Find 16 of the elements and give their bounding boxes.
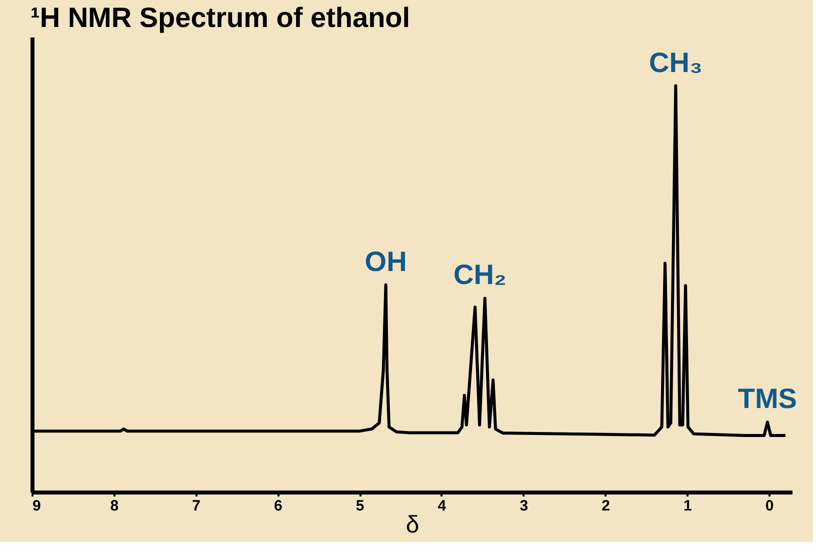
chart-title: ¹H NMR Spectrum of ethanol (30, 2, 410, 33)
x-tick-label: 9 (32, 498, 41, 514)
x-tick-label: 8 (110, 498, 119, 514)
annotation: TMS (738, 383, 797, 414)
annotation: CH₂ (454, 259, 506, 290)
annotation: CH₃ (649, 46, 702, 78)
annotation: OH (364, 246, 407, 277)
x-tick-label: 4 (438, 498, 447, 514)
x-axis-title: δ (406, 512, 420, 538)
x-tick-label: 0 (765, 498, 774, 514)
x-tick-label: 6 (274, 498, 282, 514)
x-tick-label: 1 (684, 498, 692, 514)
x-tick-label: 5 (356, 498, 364, 514)
x-tick-label: 7 (192, 498, 200, 514)
x-tick-label: 3 (520, 498, 528, 514)
x-tick-label: 2 (602, 498, 610, 514)
